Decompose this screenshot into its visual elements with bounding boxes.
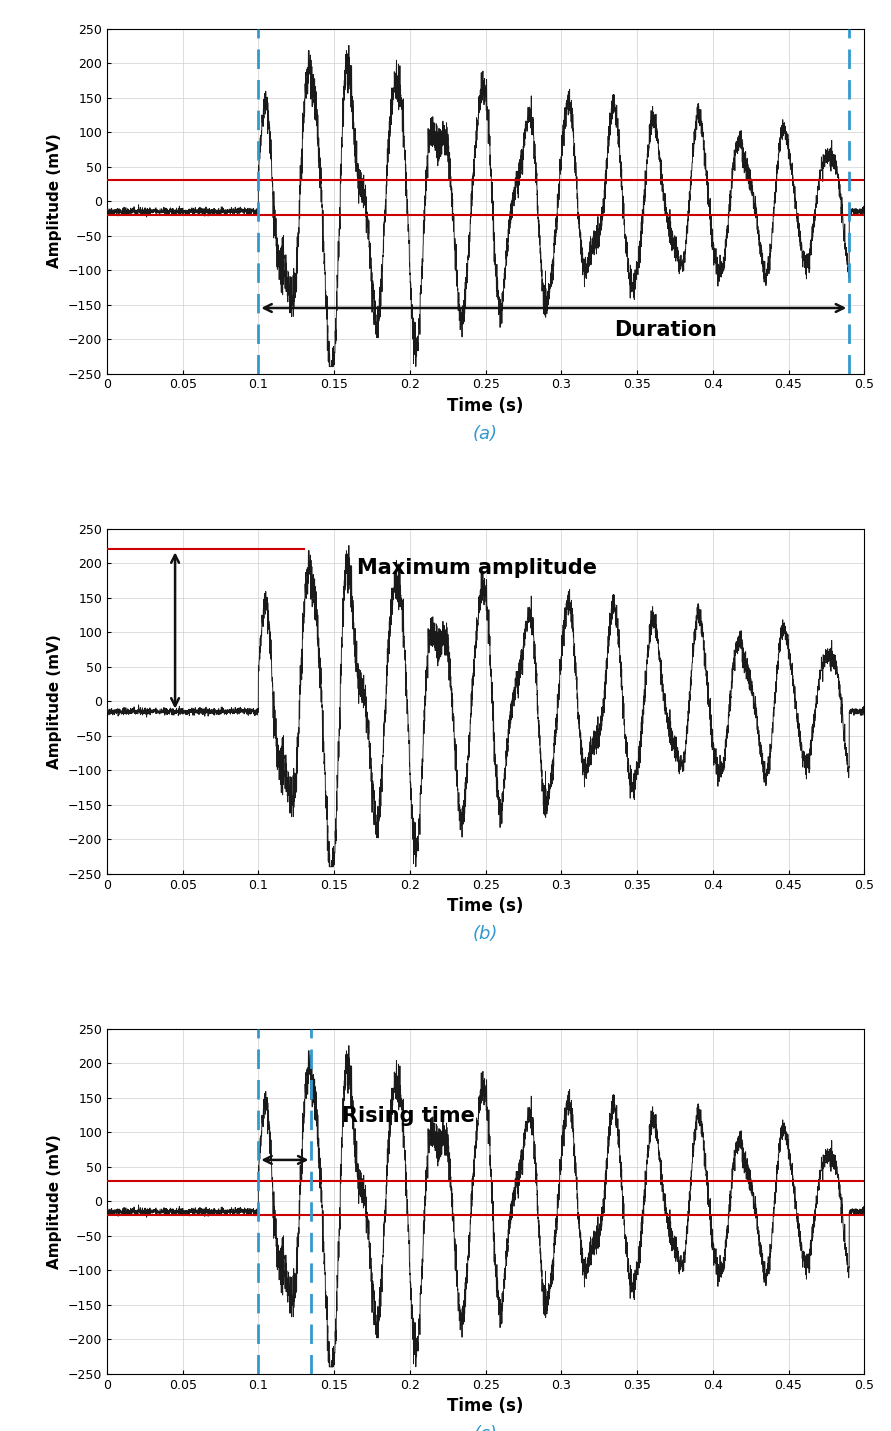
X-axis label: Time (s): Time (s) [447,396,524,415]
Y-axis label: Amplitude (mV): Amplitude (mV) [47,133,62,269]
Text: (c): (c) [474,1425,497,1431]
Text: Maximum amplitude: Maximum amplitude [357,558,597,578]
X-axis label: Time (s): Time (s) [447,1397,524,1415]
Text: (b): (b) [473,926,498,943]
Text: (a): (a) [473,425,498,444]
Text: Rising time: Rising time [342,1106,475,1126]
X-axis label: Time (s): Time (s) [447,897,524,914]
Text: Duration: Duration [615,319,717,339]
Y-axis label: Amplitude (mV): Amplitude (mV) [47,1133,62,1269]
Y-axis label: Amplitude (mV): Amplitude (mV) [47,634,62,768]
